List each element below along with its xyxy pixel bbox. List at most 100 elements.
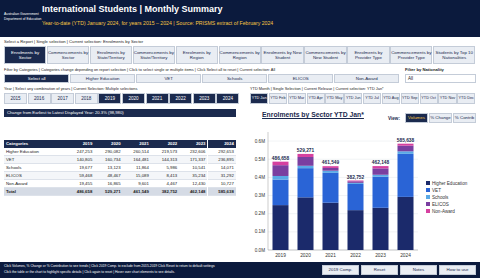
month-button[interactable]: YTD Apr [307, 93, 325, 104]
bar-segment[interactable] [298, 157, 314, 166]
year-button[interactable]: 2018 [75, 93, 98, 104]
table-cell[interactable]: 529,271 [94, 188, 122, 196]
table-cell[interactable]: 164,481 [123, 156, 151, 164]
report-tab[interactable]: Students by Top 10 Nationalities [433, 46, 475, 64]
bar-segment[interactable] [348, 210, 364, 250]
table-cell[interactable]: 5,986 [151, 164, 179, 172]
month-button[interactable]: YTD Jul [363, 93, 381, 104]
table-cell[interactable]: 236,895 [208, 156, 236, 164]
bar-segment[interactable] [323, 171, 339, 173]
category-button[interactable]: ELICOS [268, 74, 333, 83]
table-cell[interactable]: 19,677 [66, 164, 94, 172]
table-cell[interactable]: Total [4, 188, 66, 196]
year-button[interactable]: 2015 [4, 93, 27, 104]
report-tab[interactable]: Commencements by Sector [47, 46, 89, 64]
month-button[interactable]: YTD Sep [401, 93, 419, 104]
bar-segment[interactable] [398, 151, 414, 154]
bar-segment[interactable] [273, 180, 289, 206]
table-cell[interactable]: 232,606 [179, 148, 207, 156]
table-cell[interactable]: 10,727 [208, 180, 236, 188]
bar-segment[interactable] [273, 176, 289, 180]
bar-segment[interactable] [373, 177, 389, 208]
bar-segment[interactable] [298, 197, 314, 250]
table-cell[interactable]: 35,234 [179, 172, 207, 180]
table-cell[interactable]: 8,413 [151, 172, 179, 180]
table-cell[interactable]: 171,337 [179, 156, 207, 164]
table-cell[interactable]: 486,658 [66, 188, 94, 196]
category-button[interactable]: Higher Education [70, 74, 135, 83]
year-button[interactable]: 2019 [98, 93, 121, 104]
month-button[interactable]: YTD Jun [344, 93, 362, 104]
year-button[interactable]: 2020 [122, 93, 145, 104]
table-cell[interactable]: 585,638 [208, 188, 236, 196]
table-cell[interactable]: VET [4, 156, 66, 164]
bar-segment[interactable] [273, 162, 289, 166]
report-tab[interactable]: Enrolments by State/Territory [90, 46, 132, 64]
table-cell[interactable]: 9,601 [123, 180, 151, 188]
table-cell[interactable]: 15,089 [123, 172, 151, 180]
year-button[interactable]: 2022 [169, 93, 192, 104]
bar-segment[interactable] [398, 197, 414, 250]
year-button[interactable]: 2016 [28, 93, 51, 104]
bar-segment[interactable] [373, 168, 389, 174]
report-tab[interactable]: Enrolments by New Student [261, 46, 303, 64]
category-button[interactable]: VET [136, 74, 201, 83]
bar-segment[interactable] [348, 183, 364, 184]
table-cell[interactable]: 462,148 [179, 188, 207, 196]
bar-segment[interactable] [323, 168, 339, 171]
table-cell[interactable]: 14,071 [208, 164, 236, 172]
table-cell[interactable]: 260,514 [123, 148, 151, 156]
report-tab[interactable]: Enrolments by Provider Type [347, 46, 389, 64]
table-cell[interactable]: 31,292 [208, 172, 236, 180]
report-tab[interactable]: Commencements by Provider Type [390, 46, 432, 64]
table-cell[interactable]: 16,865 [94, 180, 122, 188]
view-button[interactable]: % Change [429, 113, 452, 123]
bar-segment[interactable] [348, 180, 364, 182]
month-button[interactable]: YTD Oct [420, 93, 438, 104]
table-cell[interactable]: 4,467 [151, 180, 179, 188]
table-cell[interactable]: 382,752 [151, 188, 179, 196]
nationality-dropdown[interactable]: All [405, 74, 476, 83]
category-button[interactable]: Non-Award [334, 74, 399, 83]
table-cell[interactable]: 292,653 [208, 148, 236, 156]
footer-button[interactable]: Notes [400, 265, 437, 275]
year-button[interactable]: 2024 [216, 93, 239, 104]
bar-segment[interactable] [398, 144, 414, 146]
table-cell[interactable]: 247,253 [66, 148, 94, 156]
category-button[interactable]: Schools [202, 74, 267, 83]
table-cell[interactable]: Non-Award [4, 180, 66, 188]
report-tab[interactable]: Commencements by New Student [304, 46, 346, 64]
footer-button[interactable]: How to use [439, 265, 476, 275]
bar-segment[interactable] [323, 203, 339, 250]
bar-segment[interactable] [323, 166, 339, 168]
month-button[interactable]: YTD Feb [269, 93, 287, 104]
table-cell[interactable]: 19,455 [66, 180, 94, 188]
chart[interactable]: 0.0M0.1M0.2M0.3M0.4M0.5M0.6M2019486,6582… [238, 126, 478, 260]
table-cell[interactable]: 10,541 [179, 164, 207, 172]
year-button[interactable]: 2023 [193, 93, 216, 104]
table-cell[interactable]: 48,467 [94, 172, 122, 180]
month-button[interactable]: YTD Mar [288, 93, 306, 104]
bar-segment[interactable] [323, 173, 339, 203]
bar-segment[interactable] [273, 165, 289, 176]
month-button[interactable]: YTD Jan [250, 93, 268, 104]
year-button[interactable]: 2021 [146, 93, 169, 104]
bar-segment[interactable] [373, 175, 389, 177]
year-button[interactable]: 2017 [51, 93, 74, 104]
view-button[interactable]: Volumes [405, 113, 428, 123]
bar-segment[interactable] [298, 166, 314, 168]
bar-segment[interactable] [348, 181, 364, 183]
table-cell[interactable]: Higher Education [4, 148, 66, 156]
bar-segment[interactable] [348, 184, 364, 210]
bar-segment[interactable] [273, 205, 289, 250]
footer-button[interactable]: Reset [361, 265, 398, 275]
table-cell[interactable]: 140,805 [66, 156, 94, 164]
table-cell[interactable]: 12,430 [179, 180, 207, 188]
table-cell[interactable]: 290,082 [94, 148, 122, 156]
view-button[interactable]: % Contrib [453, 113, 476, 123]
report-tab[interactable]: Commencements by Region [219, 46, 261, 64]
table-cell[interactable]: 160,734 [94, 156, 122, 164]
month-button[interactable]: YTD May [325, 93, 343, 104]
table-cell[interactable]: 144,313 [151, 156, 179, 164]
table-cell[interactable]: 59,468 [66, 172, 94, 180]
